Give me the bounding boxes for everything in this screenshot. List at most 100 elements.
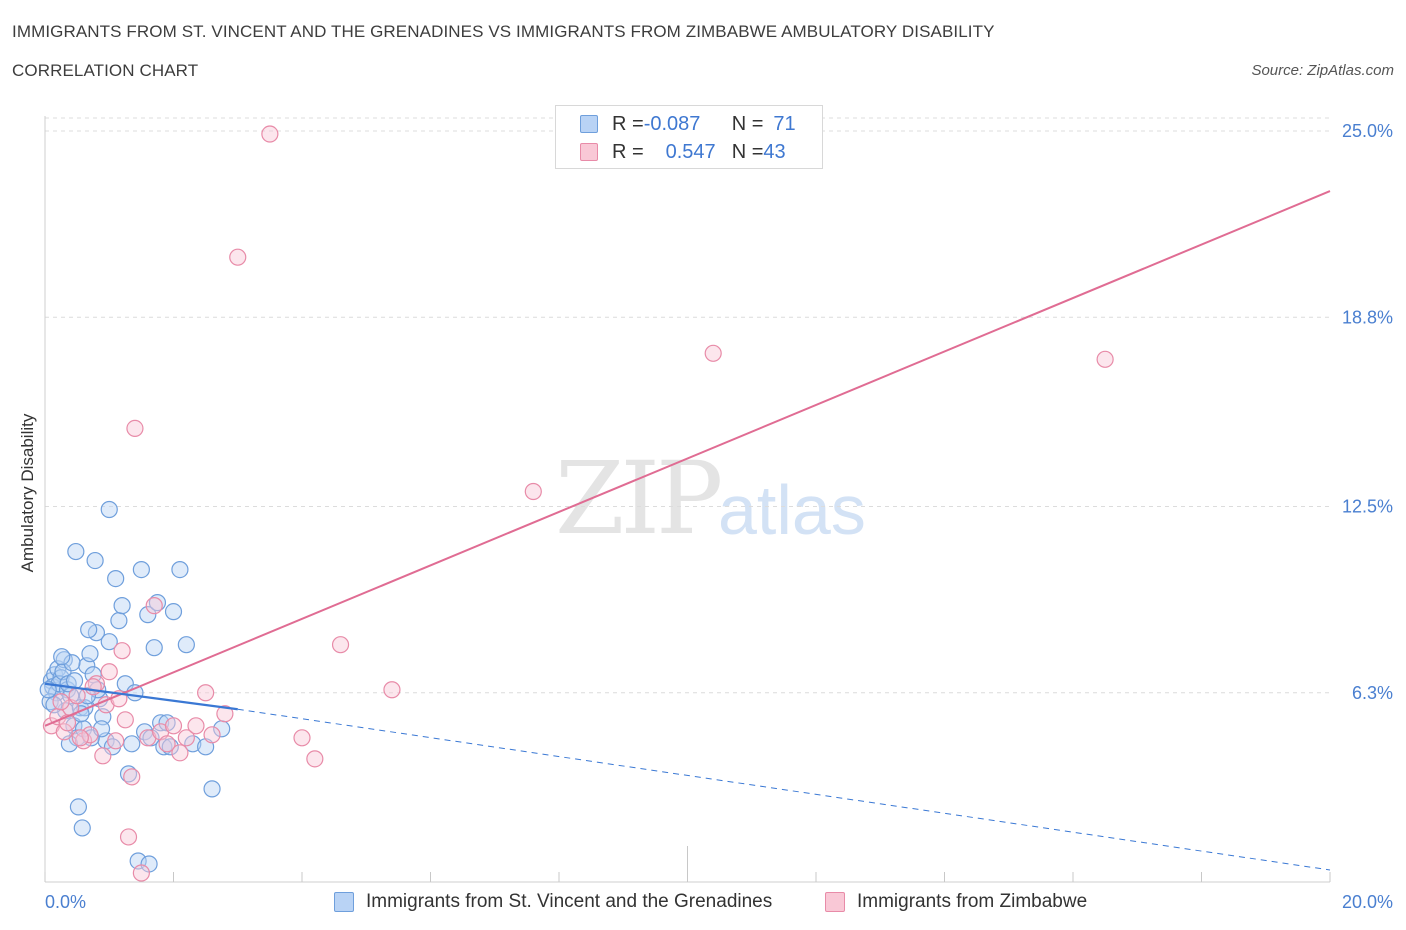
data-point-stvincent: [152, 714, 170, 732]
data-point-zimbabwe: [68, 687, 86, 705]
data-point-zimbabwe: [197, 684, 215, 702]
data-point-zimbabwe: [113, 642, 131, 660]
legend-n-label: N =: [731, 112, 764, 135]
data-point-zimbabwe: [74, 732, 93, 750]
legend-n-label: N =: [731, 140, 764, 163]
x-tick-labels: 0.0% 20.0%: [45, 892, 1393, 912]
data-point-stvincent: [148, 594, 167, 612]
data-point-stvincent: [177, 636, 195, 654]
data-point-zimbabwe: [261, 125, 279, 143]
data-point-zimbabwe: [704, 344, 722, 362]
data-point-stvincent: [171, 560, 189, 579]
legend-n-value: 71: [773, 112, 796, 135]
data-point-stvincent: [132, 560, 150, 579]
legend-r-value: 0.547: [665, 140, 716, 163]
axes: [44, 116, 1330, 883]
trend-lines: [44, 190, 1331, 871]
data-point-zimbabwe: [331, 636, 350, 654]
source-label: Source: ZipAtlas.com: [1251, 62, 1394, 79]
data-point-zimbabwe: [306, 750, 324, 768]
data-point-zimbabwe: [187, 717, 205, 735]
y-tick-label: 12.5%: [1342, 497, 1393, 517]
data-point-zimbabwe: [126, 419, 144, 438]
data-point-stvincent: [67, 542, 85, 561]
data-point-stvincent: [63, 654, 81, 672]
data-point-stvincent: [69, 798, 88, 816]
legend-r-value: -0.087: [643, 112, 701, 135]
data-point-zimbabwe: [158, 735, 176, 753]
series-zimbabwe-points: [42, 125, 1114, 882]
data-point-zimbabwe: [383, 681, 401, 699]
data-point-stvincent: [203, 780, 221, 798]
x-tick-label: 0.0%: [45, 892, 86, 912]
chart-title-line-1: IMMIGRANTS FROM ST. VINCENT AND THE GREN…: [12, 22, 995, 41]
data-point-stvincent: [100, 500, 118, 519]
data-point-zimbabwe: [229, 248, 247, 266]
data-point-zimbabwe: [171, 744, 189, 762]
bottom-legend-stvincent: Immigrants from St. Vincent and the Gren…: [334, 890, 772, 914]
data-point-zimbabwe: [87, 675, 106, 693]
data-point-stvincent: [126, 684, 144, 702]
data-point-zimbabwe: [71, 729, 89, 747]
legend-series-stvincent: Immigrants from St. Vincent and the Gren…: [366, 891, 773, 912]
legend-swatch-blue: [580, 115, 598, 133]
y-tick-label: 6.3%: [1352, 683, 1393, 703]
data-point-zimbabwe: [81, 726, 99, 744]
data-point-zimbabwe: [116, 711, 134, 729]
data-point-zimbabwe: [145, 597, 163, 615]
legend-r-label: R =: [612, 112, 644, 135]
data-point-stvincent: [145, 639, 163, 657]
y-tick-labels: 6.3% 12.5% 18.8% 25.0%: [1342, 121, 1393, 703]
data-point-stvincent: [123, 735, 141, 753]
data-point-stvincent: [110, 612, 128, 630]
data-point-zimbabwe: [119, 828, 138, 846]
chart-title-line-2: CORRELATION CHART: [12, 61, 199, 80]
data-point-zimbabwe: [100, 663, 118, 681]
bottom-legend-zimbabwe: Immigrants from Zimbabwe: [825, 890, 1087, 914]
data-point-zimbabwe: [177, 729, 195, 747]
x-tick-label: 20.0%: [1342, 892, 1393, 912]
data-point-zimbabwe: [293, 729, 311, 747]
data-point-zimbabwe: [203, 726, 221, 744]
data-point-zimbabwe: [107, 732, 125, 750]
data-point-stvincent: [113, 597, 131, 615]
data-point-zimbabwe: [52, 693, 70, 711]
legend-swatch-pink: [825, 892, 845, 912]
legend-swatch-blue: [334, 892, 354, 912]
data-point-zimbabwe: [94, 747, 112, 765]
stats-legend: R = -0.087 N = 71 R = 0.547 N = 43: [555, 105, 823, 169]
data-point-stvincent: [86, 551, 104, 570]
data-point-zimbabwe: [55, 723, 73, 741]
trend-line-zimbabwe: [44, 190, 1331, 727]
data-point-stvincent: [107, 570, 125, 588]
legend-n-value: 43: [763, 140, 786, 163]
trend-line-stvincent: [44, 682, 238, 711]
data-point-zimbabwe: [164, 717, 183, 735]
y-tick-label: 18.8%: [1342, 307, 1393, 327]
watermark-atlas: atlas: [718, 471, 866, 549]
data-point-stvincent: [161, 738, 179, 756]
x-tick-marks: [44, 846, 1331, 882]
data-point-stvincent: [139, 606, 157, 624]
legend-row-stvincent: R = -0.087 N = 71: [580, 113, 796, 135]
legend-series-zimbabwe: Immigrants from Zimbabwe: [857, 891, 1088, 912]
data-point-zimbabwe: [216, 705, 234, 723]
data-point-zimbabwe: [1096, 350, 1114, 368]
data-point-zimbabwe: [123, 768, 141, 786]
y-tick-label: 25.0%: [1342, 121, 1393, 141]
data-point-stvincent: [53, 648, 71, 666]
data-point-stvincent: [119, 765, 138, 783]
legend-swatch-pink: [580, 143, 598, 161]
grid-lines: [45, 117, 1330, 694]
data-point-zimbabwe: [132, 864, 150, 882]
data-point-stvincent: [81, 645, 99, 663]
data-point-zimbabwe: [524, 482, 542, 501]
data-point-stvincent: [164, 603, 183, 621]
data-point-stvincent: [80, 621, 98, 639]
trend-line-stvincent-extension: [237, 708, 1331, 871]
data-point-stvincent: [184, 735, 202, 753]
data-point-stvincent: [73, 819, 91, 837]
legend-r-label: R =: [612, 140, 644, 163]
data-point-zimbabwe: [84, 678, 102, 696]
legend-row-zimbabwe: R = 0.547 N = 43: [580, 141, 786, 163]
